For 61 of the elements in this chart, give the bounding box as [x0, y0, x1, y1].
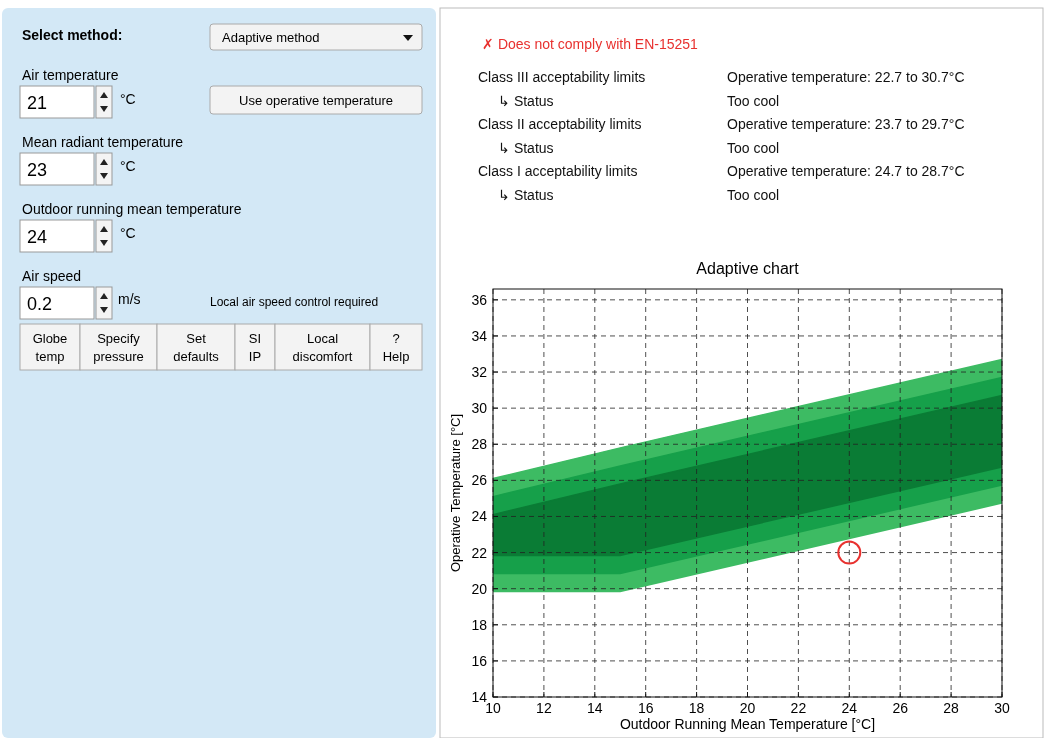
- x-tick-label: 20: [739, 700, 756, 716]
- x-tick-label: 12: [536, 700, 552, 716]
- x-tick-label: 18: [688, 700, 705, 716]
- text: ✗ Does not comply with EN-15251: [482, 36, 699, 52]
- text: Specify pressure: [93, 331, 144, 364]
- text: 23: [27, 160, 48, 180]
- x-tick-label: 10: [485, 700, 501, 716]
- y-tick-label: 20: [471, 580, 488, 597]
- text: ↳ Status: [498, 92, 554, 109]
- text: 21: [27, 93, 48, 113]
- text: 0.2: [27, 294, 53, 314]
- text: Too cool: [727, 186, 780, 203]
- x-tick-label: 16: [637, 700, 654, 716]
- text: Too cool: [727, 92, 780, 109]
- y-tick-label: 32: [471, 364, 488, 381]
- y-tick-label: 26: [471, 472, 488, 489]
- text: SI IP: [248, 331, 262, 364]
- text: Mean radiant temperature: [22, 134, 184, 150]
- text: m/s: [118, 291, 141, 307]
- y-tick-label: 22: [471, 544, 488, 561]
- text: °C: [120, 158, 136, 174]
- text: Operative temperature: 23.7 to 29.7°C: [727, 116, 965, 132]
- text: Select method:: [22, 27, 123, 43]
- y-tick-label: 24: [471, 508, 488, 525]
- x-tick-label: 28: [943, 700, 960, 716]
- text: Operative temperature: 22.7 to 30.7°C: [727, 69, 965, 85]
- y-tick-label: 14: [471, 689, 488, 705]
- text: Air speed: [22, 268, 82, 284]
- text: Too cool: [727, 139, 780, 156]
- text: Local discomfort: [292, 331, 353, 364]
- text: Air temperature: [22, 67, 119, 83]
- text: Adaptive method: [222, 30, 320, 45]
- text: Use operative temperature: [239, 93, 393, 108]
- y-tick-label: 34: [471, 327, 488, 344]
- y-tick-label: 18: [471, 616, 488, 633]
- text: Local air speed control required: [210, 295, 379, 309]
- text: Globe temp: [32, 331, 68, 364]
- text: 24: [27, 227, 48, 247]
- chart-title: Adaptive chart: [696, 260, 800, 277]
- text: Class III acceptability limits: [478, 69, 646, 85]
- text: Class I acceptability limits: [478, 163, 638, 179]
- x-tick-label: 26: [892, 700, 909, 716]
- y-tick-label: 28: [471, 436, 488, 453]
- y-tick-label: 36: [471, 291, 488, 308]
- text: ? Help: [382, 331, 410, 364]
- text: Set defaults: [173, 331, 220, 364]
- text: ↳ Status: [498, 139, 554, 156]
- x-tick-label: 30: [994, 700, 1010, 716]
- text: Class II acceptability limits: [478, 116, 642, 132]
- text: Outdoor running mean temperature: [22, 201, 242, 217]
- text: Operative temperature: 24.7 to 28.7°C: [727, 163, 965, 179]
- x-tick-label: 22: [790, 700, 807, 716]
- x-tick-label: 24: [841, 700, 858, 716]
- y-tick-label: 30: [471, 400, 488, 417]
- text: °C: [120, 91, 136, 107]
- y-axis-title: Operative Temperature [°C]: [448, 413, 463, 573]
- text: ↳ Status: [498, 186, 554, 203]
- y-tick-label: 16: [471, 652, 488, 669]
- x-axis-title: Outdoor Running Mean Temperature [°C]: [619, 716, 876, 732]
- text: °C: [120, 225, 136, 241]
- x-tick-label: 14: [587, 700, 603, 716]
